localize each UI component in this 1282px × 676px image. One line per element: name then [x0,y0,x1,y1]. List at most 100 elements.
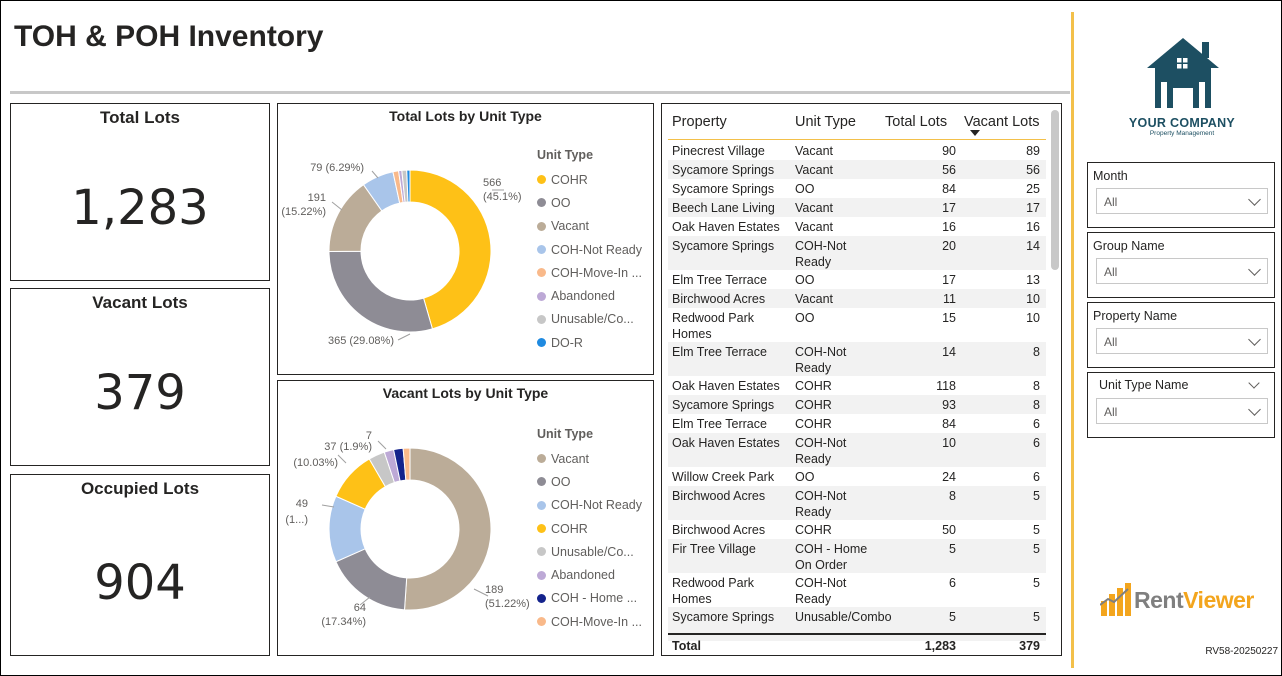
sort-descending-icon[interactable] [970,130,980,136]
legend-item[interactable]: Unusable/Co... [537,308,642,331]
chevron-down-icon[interactable] [1248,263,1261,276]
legend-item[interactable]: Vacant [537,447,642,470]
chevron-down-icon[interactable] [1248,377,1260,389]
cell-vacant-lots: 5 [1033,523,1040,537]
table-scrollbar[interactable] [1051,110,1059,270]
rentviewer-wordmark: RentViewer [1134,587,1254,614]
chevron-down-icon[interactable] [1248,403,1261,416]
cell-total-lots: 20 [942,239,956,253]
legend-item[interactable]: Abandoned [537,563,642,586]
slicer-dropdown[interactable]: All [1096,398,1268,424]
chevron-down-icon[interactable] [1248,333,1261,346]
donut-chart[interactable]: 189 (51.22%) 64 (17.34%) 49 (1...) 37 (1.9%) (1… [278,389,538,653]
cell-unit-type: COH-Not Ready [795,576,847,606]
cell-unit-type: COHR [795,523,832,537]
table-row[interactable]: Fir Tree Village COH - Home On Order 5 5 [668,539,1046,573]
legend-item[interactable]: OO [537,191,642,214]
table-row[interactable]: Sycamore Springs Vacant 56 56 [668,160,1046,179]
kpi-card-vacant-lots[interactable]: Vacant Lots 379 [10,288,270,466]
table-row[interactable]: Sycamore Springs OO 84 25 [668,179,1046,198]
chart-total-lots-by-unit-type[interactable]: Total Lots by Unit Type 566 (45.1%) 365 (2… [277,103,654,375]
legend-item[interactable]: DO-R [537,331,642,354]
donut-slice[interactable] [335,548,408,611]
table-row[interactable]: Beech Lane Living Vacant 17 17 [668,198,1046,217]
table-row[interactable]: Willow Creek Park OO 24 6 [668,467,1046,486]
legend-item[interactable]: Vacant [537,215,642,238]
header-vacant-lots[interactable]: Vacant Lots [964,114,1040,130]
table-row[interactable]: Redwood Park Homes COH-Not Ready 6 5 [668,573,1046,607]
cell-total-lots: 10 [942,436,956,450]
slicer-unit-type-name[interactable]: Unit Type Name All [1087,372,1275,438]
legend-title: Unit Type [537,427,594,441]
legend-marker [537,221,546,231]
cell-unit-type: Vacant [795,292,833,306]
table-row[interactable]: Oak Haven Estates Vacant 16 16 [668,217,1046,236]
donut-slice[interactable] [402,447,411,481]
slicer-dropdown[interactable]: All [1096,328,1268,354]
table-row[interactable]: Sycamore Springs COH-Not Ready 20 14 [668,236,1046,270]
table-row[interactable]: Birchwood Acres COH-Not Ready 8 5 [668,486,1046,520]
table-row[interactable]: Oak Haven Estates COHR 118 8 [668,376,1046,395]
kpi-card-total-lots[interactable]: Total Lots 1,283 [10,103,270,281]
legend-item[interactable]: COHR [537,517,642,540]
donut-slice[interactable] [328,250,434,333]
legend-item[interactable]: COHR [537,168,642,191]
legend-item[interactable]: Abandoned [537,284,642,307]
cell-property: Elm Tree Terrace [672,345,767,359]
table-row[interactable]: Sycamore Springs COHR 93 8 [668,395,1046,414]
header-unit-type[interactable]: Unit Type [795,114,856,130]
data-label: (1...) [285,514,308,526]
chart-vacant-lots-by-unit-type[interactable]: Vacant Lots by Unit Type 189 (51.22%) 64 (1… [277,380,654,656]
total-label: Total [672,639,701,653]
legend-item[interactable]: Unusable/Co... [537,540,642,563]
table-row[interactable]: Elm Tree Terrace COHR 84 6 [668,414,1046,433]
slicer-month[interactable]: Month All [1087,162,1275,228]
slicer-dropdown[interactable]: All [1096,188,1268,214]
chevron-down-icon[interactable] [1248,193,1261,206]
donut-slice[interactable] [403,447,492,611]
cell-vacant-lots: 6 [1033,436,1040,450]
leader-line [377,440,387,450]
cell-unit-type: Vacant [795,144,833,158]
legend-label: COHR [551,172,588,187]
header-total-lots[interactable]: Total Lots [885,114,948,130]
cell-property: Sycamore Springs [672,163,775,177]
donut-chart[interactable]: 566 (45.1%) 365 (29.08%) 191 (15.22%) 79 (6.2… [278,114,538,374]
title-divider [10,91,1070,94]
legend-item[interactable]: OO [537,470,642,493]
table-row[interactable]: Birchwood Acres Vacant 11 10 [668,289,1046,308]
slicer-group-name[interactable]: Group Name All [1087,232,1275,298]
legend-item[interactable]: COH-Move-In ... [537,261,642,284]
chart-legend: Unit Type Vacant OO COH-Not Ready COHR Unusa… [537,427,642,633]
legend-item[interactable]: COH-Not Ready [537,238,642,261]
legend-label: COH-Move-In ... [551,265,642,280]
slicer-dropdown[interactable]: All [1096,258,1268,284]
table-row[interactable]: Birchwood Acres COHR 50 5 [668,520,1046,539]
header-property[interactable]: Property [672,114,727,130]
legend-label: COH-Not Ready [551,498,642,513]
legend-marker [537,314,546,324]
legend-item[interactable]: COH-Move-In ... [537,610,642,633]
table-row[interactable]: Oak Haven Estates COH-Not Ready 10 6 [668,433,1046,467]
legend-title: Unit Type [537,148,594,162]
legend-item[interactable]: COH-Not Ready [537,494,642,517]
table-row[interactable]: Redwood Park Homes OO 15 10 [668,308,1046,342]
cell-property: Oak Haven Estates [672,220,780,234]
property-table[interactable]: Property Unit Type Total Lots Vacant Lot… [661,103,1062,656]
table-row[interactable]: Sycamore Springs Unusable/Combo 5 5 [668,607,1046,641]
donut-slice[interactable] [409,169,492,330]
cell-total-lots: 6 [949,576,956,590]
wordmark-part-b: Viewer [1183,587,1254,613]
kpi-card-occupied-lots[interactable]: Occupied Lots 904 [10,474,270,656]
cell-vacant-lots: 5 [1033,542,1040,556]
cell-total-lots: 24 [942,470,956,484]
kpi-label: Total Lots [100,108,180,127]
slicer-property-name[interactable]: Property Name All [1087,302,1275,368]
table-row[interactable]: Pinecrest Village Vacant 90 89 [668,141,1046,160]
table-row[interactable]: Elm Tree Terrace COH-Not Ready 14 8 [668,342,1046,376]
legend-item[interactable]: COH - Home ... [537,587,642,610]
donut-slice[interactable] [406,169,411,203]
table-row[interactable]: Elm Tree Terrace OO 17 13 [668,270,1046,289]
cell-property: Elm Tree Terrace [672,417,767,431]
kpi-value: 904 [94,555,186,611]
